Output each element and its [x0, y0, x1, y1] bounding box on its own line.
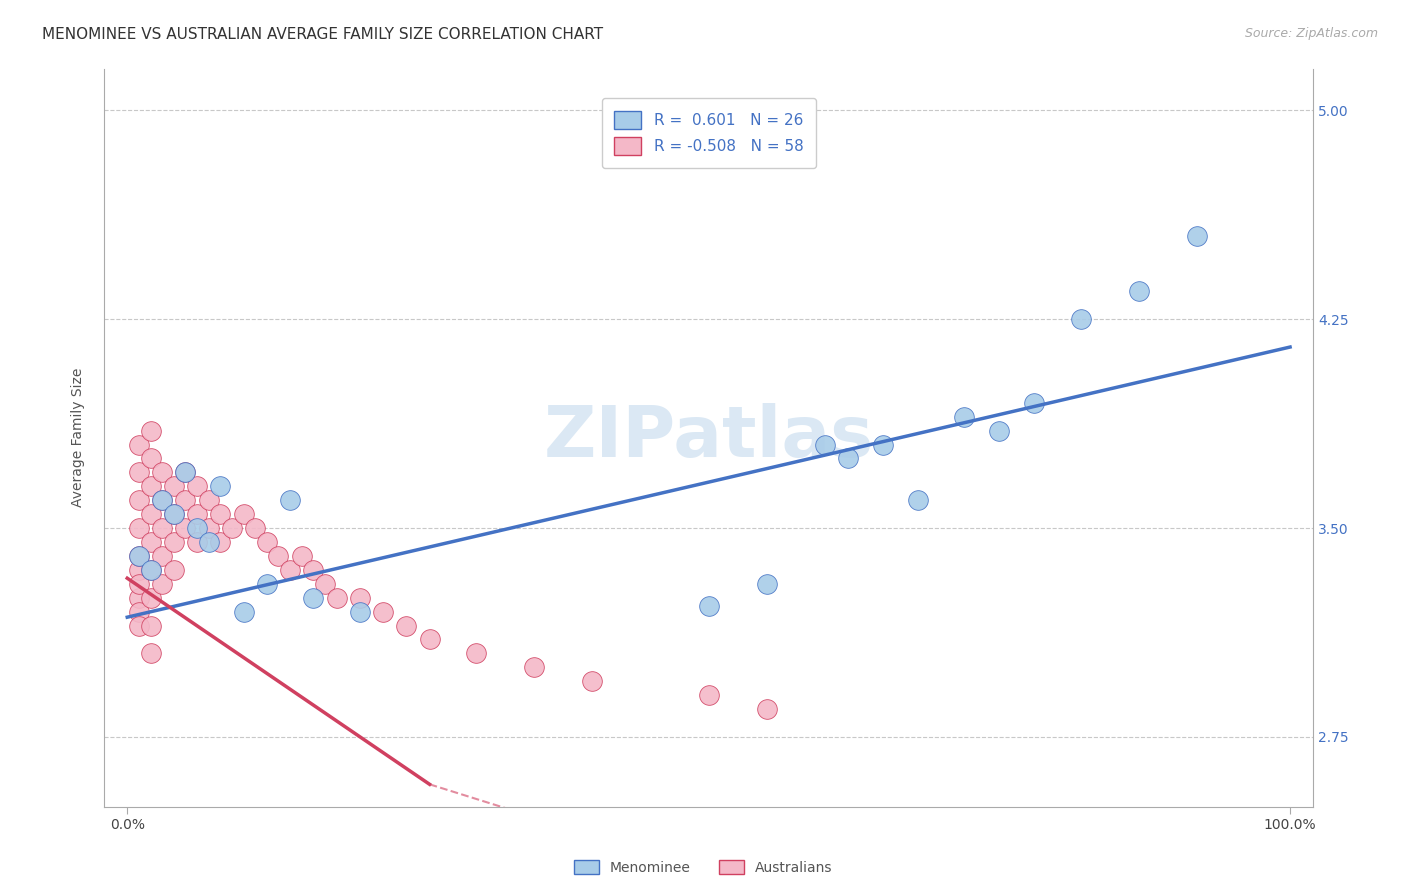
Point: [278, 563, 301, 577]
Point: [1024, 396, 1046, 410]
Point: [174, 466, 197, 480]
Point: [139, 563, 162, 577]
Point: [988, 424, 1011, 438]
Point: [139, 563, 162, 577]
Point: [325, 591, 347, 605]
Point: [349, 591, 371, 605]
Point: [755, 576, 778, 591]
Point: [186, 479, 208, 493]
Point: [128, 576, 150, 591]
Point: [139, 451, 162, 466]
Point: [186, 521, 208, 535]
Point: [150, 493, 173, 508]
Point: [302, 591, 325, 605]
Point: [465, 647, 488, 661]
Point: [139, 424, 162, 438]
Point: [209, 507, 232, 521]
Point: [221, 521, 243, 535]
Legend: R =  0.601   N = 26, R = -0.508   N = 58: R = 0.601 N = 26, R = -0.508 N = 58: [602, 98, 815, 168]
Point: [1128, 285, 1150, 299]
Point: [128, 549, 150, 563]
Point: [139, 507, 162, 521]
Text: Source: ZipAtlas.com: Source: ZipAtlas.com: [1244, 27, 1378, 40]
Point: [1070, 312, 1092, 326]
Point: [197, 535, 219, 549]
Text: MENOMINEE VS AUSTRALIAN AVERAGE FAMILY SIZE CORRELATION CHART: MENOMINEE VS AUSTRALIAN AVERAGE FAMILY S…: [42, 27, 603, 42]
Point: [139, 647, 162, 661]
Point: [150, 466, 173, 480]
Point: [256, 576, 278, 591]
Point: [697, 688, 720, 702]
Point: [128, 549, 150, 563]
Point: [186, 507, 208, 521]
Point: [128, 618, 150, 632]
Point: [128, 466, 150, 480]
Point: [371, 605, 394, 619]
Point: [128, 493, 150, 508]
Point: [197, 521, 219, 535]
Point: [139, 535, 162, 549]
Point: [872, 437, 894, 451]
Legend: Menominee, Australians: Menominee, Australians: [568, 855, 838, 880]
Text: ZIPatlas: ZIPatlas: [544, 403, 873, 472]
Point: [697, 599, 720, 613]
Point: [128, 591, 150, 605]
Point: [174, 521, 197, 535]
Point: [523, 660, 546, 674]
Point: [232, 605, 254, 619]
Point: [150, 521, 173, 535]
Point: [837, 451, 859, 466]
Point: [1185, 228, 1208, 243]
Point: [314, 576, 336, 591]
Point: [209, 479, 232, 493]
Point: [174, 493, 197, 508]
Point: [197, 493, 219, 508]
Point: [395, 618, 418, 632]
Point: [755, 702, 778, 716]
Point: [150, 549, 173, 563]
Point: [186, 535, 208, 549]
Point: [349, 605, 371, 619]
Point: [267, 549, 290, 563]
Point: [1256, 883, 1278, 892]
Point: [163, 535, 186, 549]
Point: [243, 521, 266, 535]
Point: [814, 437, 837, 451]
Point: [256, 535, 278, 549]
Point: [128, 605, 150, 619]
Point: [139, 591, 162, 605]
Point: [163, 507, 186, 521]
Point: [128, 563, 150, 577]
Point: [291, 549, 314, 563]
Point: [163, 563, 186, 577]
Point: [581, 674, 603, 689]
Point: [150, 493, 173, 508]
Point: [232, 507, 254, 521]
Point: [209, 535, 232, 549]
Point: [953, 409, 976, 424]
Point: [163, 479, 186, 493]
Point: [907, 493, 929, 508]
Point: [139, 618, 162, 632]
Point: [278, 493, 301, 508]
Point: [128, 437, 150, 451]
Y-axis label: Average Family Size: Average Family Size: [72, 368, 86, 508]
Point: [419, 632, 441, 647]
Point: [174, 466, 197, 480]
Point: [128, 521, 150, 535]
Point: [150, 576, 173, 591]
Point: [302, 563, 325, 577]
Point: [163, 507, 186, 521]
Point: [139, 479, 162, 493]
